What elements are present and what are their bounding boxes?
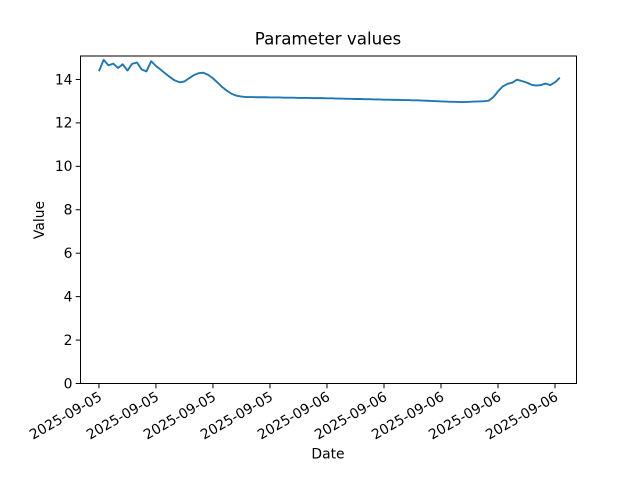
y-tick-label: 6 <box>64 246 73 262</box>
x-axis-label: Date <box>311 447 344 463</box>
y-tick-label: 14 <box>55 72 73 88</box>
y-tick-label: 10 <box>55 159 73 175</box>
y-tick-label: 2 <box>64 333 73 349</box>
series-line <box>98 58 561 103</box>
y-tick-label: 4 <box>64 289 73 305</box>
axes: 2025-09-052025-09-052025-09-052025-09-05… <box>27 55 577 443</box>
chart-title: Parameter values <box>255 29 401 49</box>
y-axis-label: Value <box>32 201 48 239</box>
plot-frame <box>80 55 577 384</box>
data-series <box>98 58 561 103</box>
y-tick-label: 0 <box>64 376 73 392</box>
y-tick-label: 12 <box>55 116 73 132</box>
y-tick-label: 8 <box>64 203 73 219</box>
